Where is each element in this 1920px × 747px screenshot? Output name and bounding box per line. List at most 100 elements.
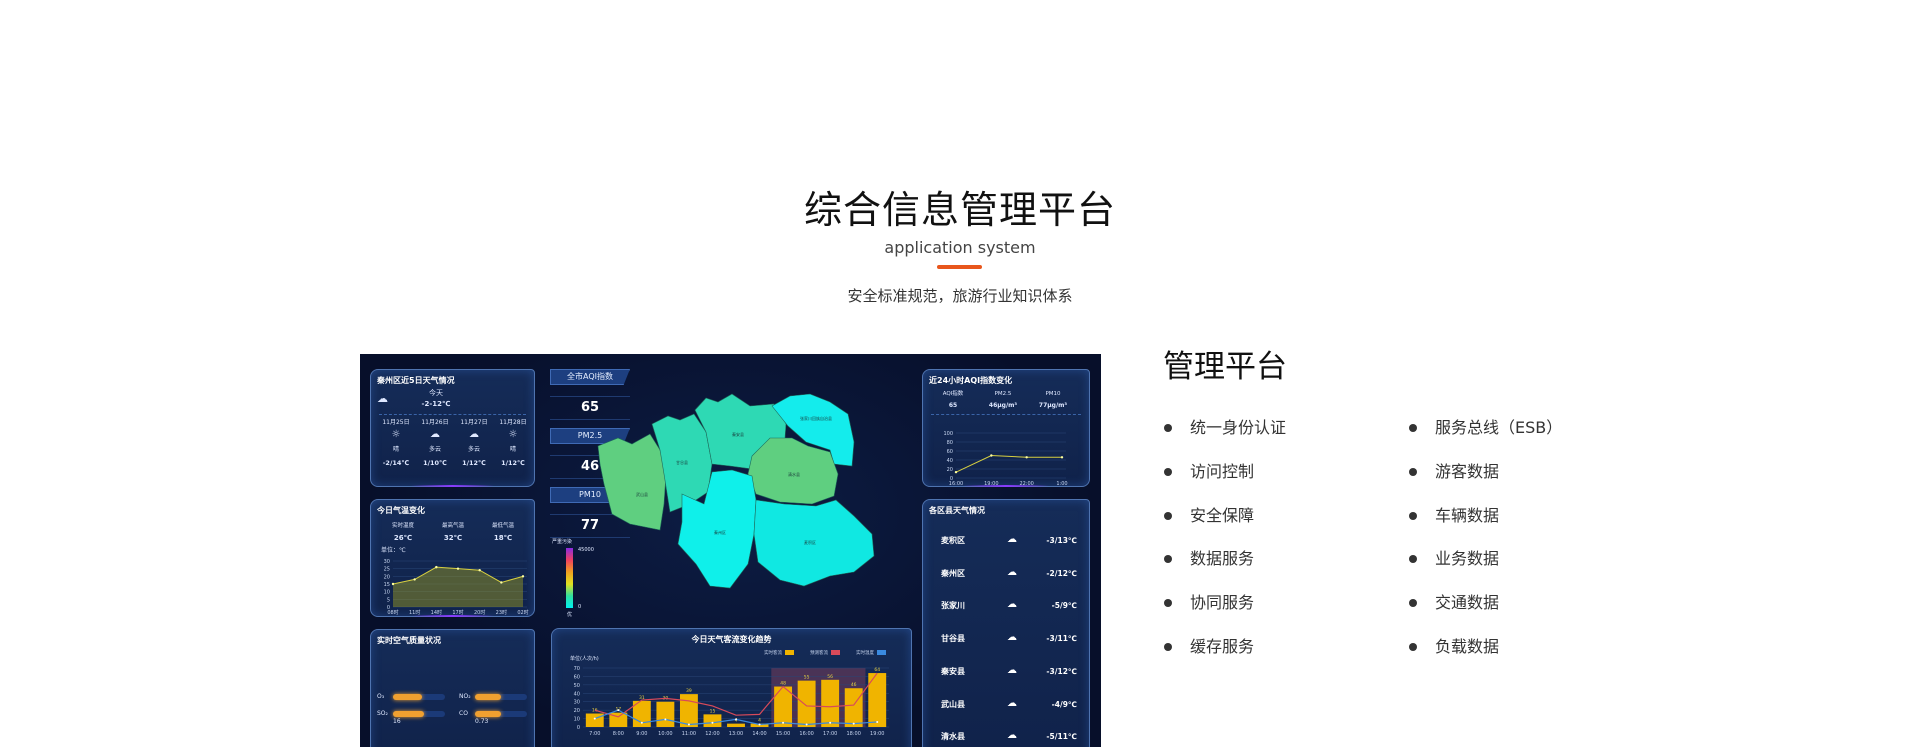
y-tick-label: 15 — [384, 582, 390, 588]
map-region — [753, 499, 875, 587]
feature-item: 缓存服务 — [1164, 637, 1254, 657]
bar-value-label: 15 — [710, 708, 716, 714]
data-point — [1025, 456, 1028, 459]
data-point — [435, 565, 438, 569]
day-temp: -2/14℃ — [382, 459, 410, 467]
visitor-flow-chart: 0 10 20 30 40 50 60 70 7:00 8:00 9:00 10:00 11:00 12:… — [574, 649, 889, 737]
x-tick-label: 13:00 — [729, 731, 743, 737]
x-tick-label: 20时 — [474, 609, 485, 616]
data-point — [478, 569, 481, 572]
temperature-panel: 今日气温变化 实时温度 26℃ 最高气温 32℃ 最低气温 18℃ 单位：℃ 0 5 10 15… — [370, 499, 535, 617]
bullet-icon — [1409, 599, 1417, 608]
legend-label: 实时客流 — [764, 649, 782, 656]
stat-value: 77μg/m³ — [1038, 402, 1068, 409]
aqi-24h-panel: 近24小时AQI指数变化 AQI指数 65 PM2.5 46μg/m³ PM10 77μg… — [922, 369, 1090, 487]
day-desc: 多云 — [467, 446, 480, 453]
x-tick-label: 14:00 — [752, 731, 766, 737]
y-tick-label: 50 — [574, 683, 580, 689]
cloud-icon: ☁ — [377, 392, 388, 405]
x-tick-label: 08时 — [387, 609, 398, 616]
bar — [656, 701, 675, 727]
district-name: 麦积区 — [941, 536, 965, 545]
data-point — [782, 721, 785, 724]
feature-item: 访问控制 — [1164, 461, 1255, 482]
map-region-label: 武山县 — [636, 491, 648, 497]
district-temp: -4/9℃ — [1051, 699, 1077, 709]
x-tick-label: 7:00 — [589, 731, 600, 737]
today-label: 今天 — [429, 389, 443, 397]
pollutant-label: O₃ — [377, 693, 385, 700]
unit-label: 单位(人次/h) — [570, 656, 599, 662]
sun-icon: ☼ — [508, 429, 518, 440]
cloud-icon: ☁ — [430, 429, 440, 440]
day-date: 11月28日 — [499, 419, 527, 426]
legend-max: 45000 — [578, 547, 594, 553]
bar-value-label: 39 — [686, 688, 692, 694]
x-tick-label: 19:00 — [984, 481, 998, 487]
y-tick-label: 10 — [384, 590, 390, 596]
day-desc: 晴 — [509, 446, 516, 453]
feature-label: 访问控制 — [1190, 461, 1255, 481]
pm10-value: 77 — [550, 514, 630, 538]
stat-label: AQI指数 — [942, 391, 964, 397]
cloud-icon: ☁ — [1007, 632, 1017, 644]
x-tick-label: 15:00 — [776, 731, 790, 737]
feature-label: 交通数据 — [1435, 593, 1500, 613]
feature-item: 数据服务 — [1164, 549, 1254, 569]
features-title: 管理平台 — [1163, 349, 1287, 385]
legend-bottom-label: 优 — [567, 612, 573, 618]
feature-label: 游客数据 — [1435, 461, 1500, 481]
bullet-icon — [1164, 467, 1172, 476]
stat-value: 32℃ — [443, 534, 463, 542]
feature-label: 车辆数据 — [1435, 505, 1500, 525]
y-tick-label: 0 — [387, 605, 390, 611]
map-region-label: 秦安县 — [732, 431, 744, 437]
bullet-icon — [1164, 424, 1172, 432]
stat-label: PM10 — [1045, 391, 1061, 397]
bar — [844, 688, 863, 727]
pm25-value: 46 — [550, 455, 630, 479]
bar — [821, 679, 840, 727]
data-point — [687, 723, 690, 726]
color-scale-legend — [566, 548, 573, 608]
feature-item: 服务总线（ESB） — [1409, 418, 1562, 438]
legend-min: 0 — [578, 604, 582, 610]
feature-item: 业务数据 — [1409, 549, 1499, 569]
bar-value-label: 56 — [827, 674, 833, 680]
feature-label: 负载数据 — [1435, 637, 1500, 656]
bar-value-label: 4 — [758, 718, 761, 724]
cloud-icon: ☁ — [469, 429, 479, 440]
map-region-label: 秦州区 — [714, 529, 726, 535]
cloud-icon: ☁ — [1007, 664, 1017, 676]
pollutant-label: SO₂ — [377, 710, 388, 717]
data-point — [593, 717, 596, 720]
data-point — [990, 454, 993, 457]
cloud-icon: ☁ — [1007, 697, 1017, 709]
district-name: 甘谷县 — [941, 634, 965, 644]
legend-label: 预测客流 — [810, 649, 828, 656]
bar-value-label: 4 — [735, 718, 738, 724]
bar-value-label: 31 — [639, 695, 645, 701]
bar-value-label: 64 — [874, 667, 880, 673]
data-point — [876, 720, 879, 723]
page-subtitle: application system — [884, 238, 1036, 257]
x-tick-label: 02时 — [517, 609, 528, 616]
stat-label: 实时温度 — [391, 523, 414, 529]
x-tick-label: 17:00 — [823, 731, 837, 737]
sun-icon: ☼ — [391, 429, 401, 440]
day-date: 11月26日 — [421, 419, 449, 426]
bar-value-label: 48 — [780, 681, 786, 687]
data-point — [852, 722, 855, 725]
cloud-icon: ☁ — [1007, 730, 1017, 742]
bullet-icon — [1409, 424, 1417, 432]
y-tick-label: 10 — [574, 717, 580, 723]
district-temp: -2/12℃ — [1046, 568, 1077, 578]
cloud-icon: ☁ — [1007, 534, 1017, 545]
air-quality-panel: 实时空气质量状况 O₃ NO₂ SO₂ 16 CO 0.73 — [370, 629, 535, 747]
y-tick-label: 40 — [574, 691, 580, 697]
map-region-label: 清水县 — [788, 471, 800, 477]
day-date: 11月25日 — [382, 419, 410, 426]
x-tick-label: 11时 — [409, 609, 420, 616]
x-tick-label: 16:00 — [799, 731, 813, 737]
feature-item: 统一身份认证 — [1164, 418, 1286, 438]
